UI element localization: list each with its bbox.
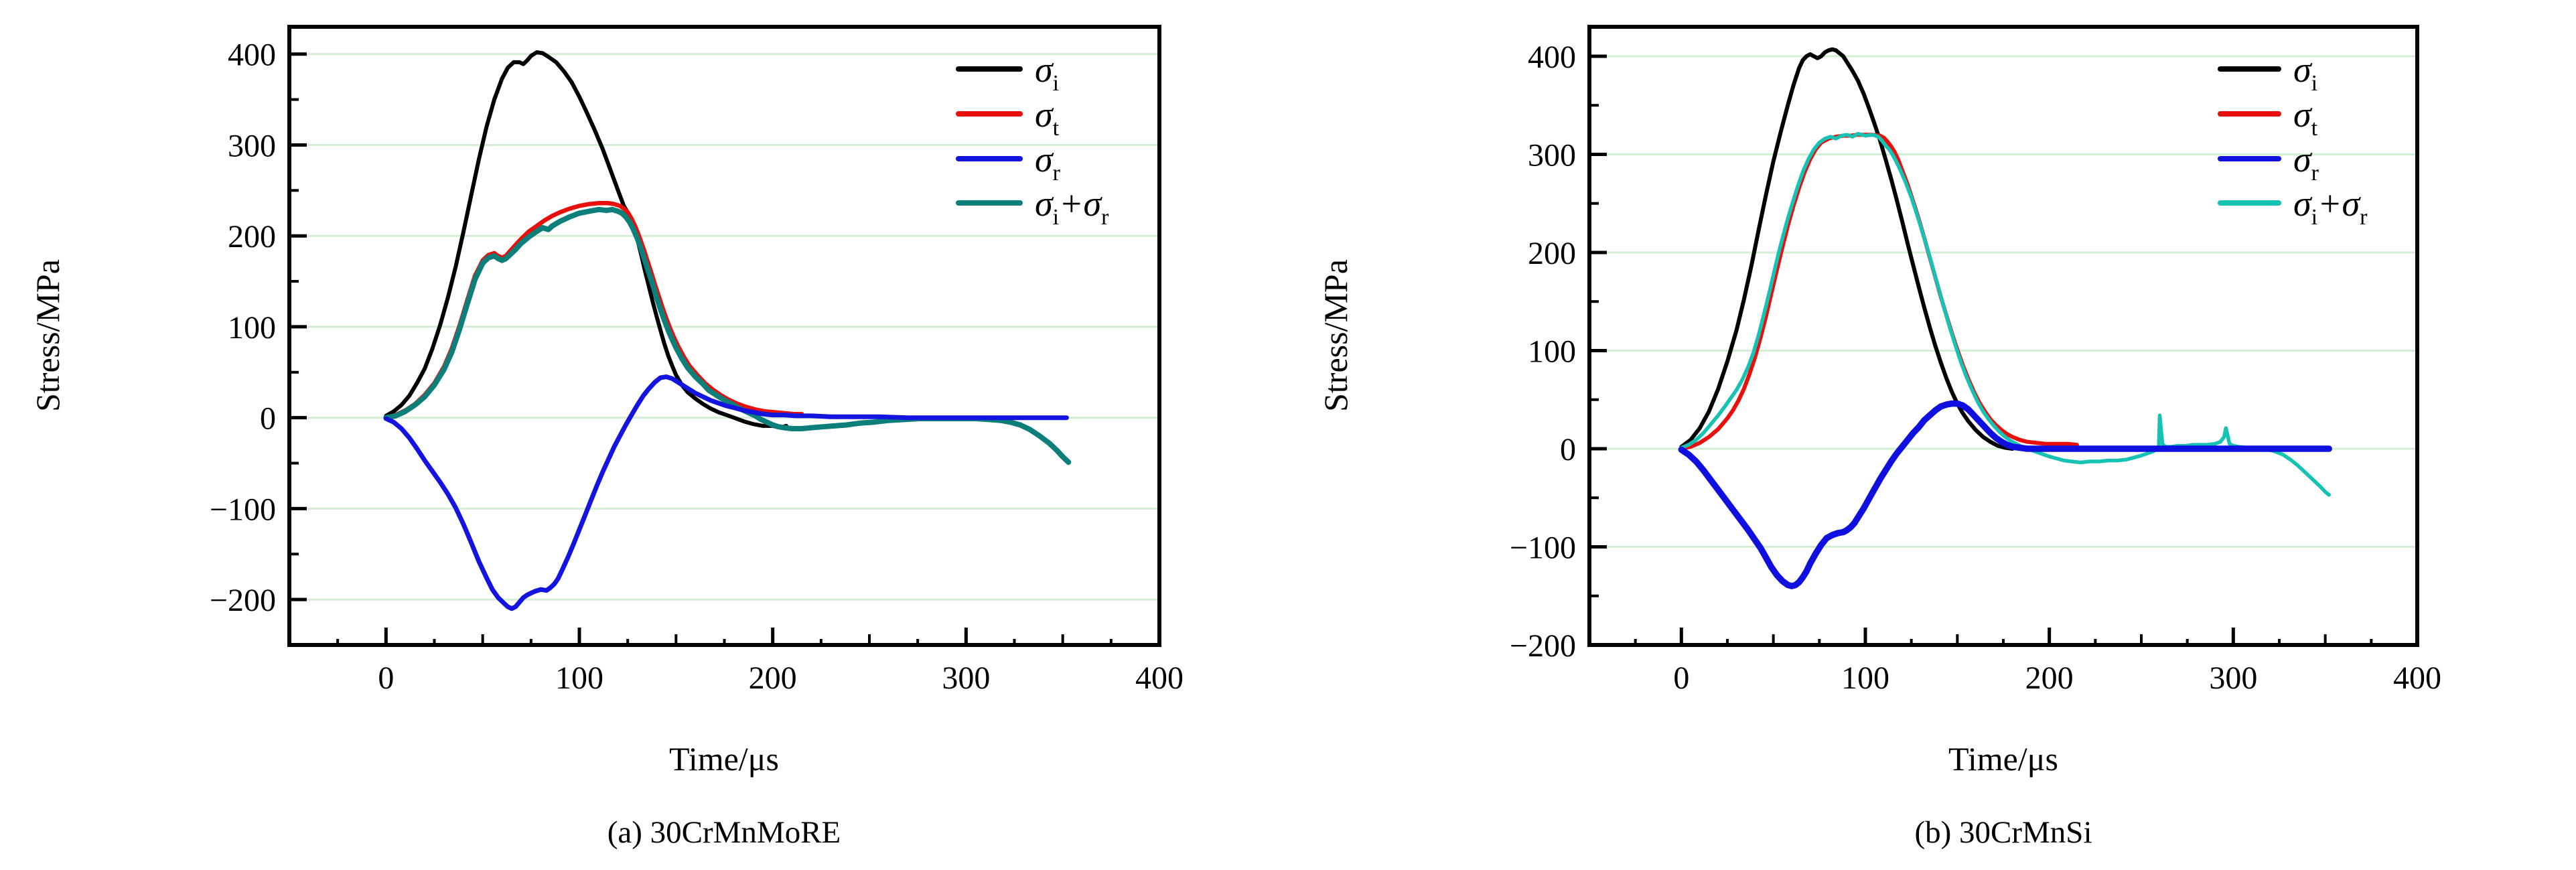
y-tick-label: 200 bbox=[228, 219, 276, 255]
plot-area-a: 0 100 200 300 400 400 300 200 100 0 −100 −200 σiσtσr… bbox=[210, 25, 1184, 696]
series-sigma_i-line bbox=[384, 50, 788, 430]
y-tick-label: 300 bbox=[228, 128, 276, 163]
y-tick-label: 200 bbox=[1528, 236, 1576, 271]
legend-item-0-0: σi bbox=[956, 50, 1059, 96]
y-tick-label: −100 bbox=[1510, 530, 1576, 565]
panel-b: 0 100 200 300 400 400 300 200 100 0 −100 −200 σi σt σr… bbox=[1288, 0, 2576, 870]
caption-b: (b) 30CrMnSi bbox=[1914, 815, 2092, 850]
plot-frame bbox=[1587, 25, 2419, 647]
x-tick-label: 400 bbox=[1135, 660, 1184, 696]
legend-item-0-1: σt bbox=[956, 94, 1060, 141]
legend-label: σt bbox=[1035, 94, 1060, 141]
legend-label: σr bbox=[2293, 139, 2319, 186]
legend-item-1-2: σr bbox=[2218, 139, 2319, 186]
legend-item-1-1: σt bbox=[2218, 94, 2318, 141]
x-tick-label: 300 bbox=[2209, 660, 2257, 696]
x-tick-label: 200 bbox=[2025, 660, 2074, 696]
x-tick-label: 400 bbox=[2393, 660, 2441, 696]
series-sigma_r-line bbox=[383, 374, 1069, 611]
legend-label: σi bbox=[1035, 50, 1059, 96]
y-tick-label: −100 bbox=[210, 492, 276, 527]
x-tick-label: 100 bbox=[555, 660, 603, 696]
legend-label: σi+σr bbox=[2293, 184, 2368, 230]
x-tick-label: 0 bbox=[1673, 660, 1689, 696]
series-sigma_i_plus_sigma_r-line bbox=[1679, 131, 2331, 497]
x-axis-title-a: Time/μs bbox=[669, 740, 779, 778]
plot-area-b: 0 100 200 300 400 400 300 200 100 0 −100 −200 σiσtσr… bbox=[1510, 25, 2441, 696]
y-tick-label: 100 bbox=[228, 310, 276, 346]
x-axis-title-b: Time/μs bbox=[1948, 740, 2058, 778]
panel-a: 0 100 200 300 400 400 300 200 100 0 −100 −200 σi σt σr… bbox=[29, 25, 1184, 850]
x-tick-label: 300 bbox=[942, 660, 990, 696]
x-tick-label: 200 bbox=[749, 660, 797, 696]
y-tick-label: 300 bbox=[1528, 137, 1576, 173]
series-sigma_t-line bbox=[1679, 133, 2079, 451]
caption-a: (a) 30CrMnMoRE bbox=[607, 815, 841, 850]
series-sigma_i-line bbox=[1679, 47, 2015, 451]
y-axis-title-b: Stress/MPa bbox=[1317, 259, 1354, 412]
legend-label: σi+σr bbox=[1035, 184, 1109, 230]
y-tick-label: −200 bbox=[210, 583, 276, 618]
series-sigma_r-line bbox=[1678, 400, 2332, 589]
chart-b-canvas: 0 100 200 300 400 400 300 200 100 0 −100 −200 σiσtσr… bbox=[1317, 25, 2441, 850]
y-axis-title-a: Stress/MPa bbox=[29, 259, 66, 412]
y-tick-label: 400 bbox=[1528, 40, 1576, 75]
legend-item-0-3: σi+σr bbox=[956, 184, 1109, 230]
legend-label: σt bbox=[2293, 94, 2318, 141]
plot-frame bbox=[287, 25, 1161, 647]
x-tick-label: 0 bbox=[378, 660, 394, 696]
legend-item-1-0: σi bbox=[2218, 50, 2317, 96]
series-sigma_i_plus_sigma_r-line bbox=[383, 206, 1072, 465]
legend-label: σr bbox=[1035, 139, 1061, 186]
y-tick-label: 0 bbox=[1560, 432, 1576, 467]
y-tick-label: 100 bbox=[1528, 334, 1576, 369]
y-tick-label: 400 bbox=[228, 38, 276, 73]
y-tick-label: −200 bbox=[1510, 628, 1576, 664]
y-tick-label: 0 bbox=[260, 401, 276, 437]
legend-item-0-2: σr bbox=[956, 139, 1061, 186]
x-tick-label: 100 bbox=[1841, 660, 1889, 696]
legend-item-1-3: σi+σr bbox=[2218, 184, 2368, 230]
legend-label: σi bbox=[2293, 50, 2317, 96]
chart-a-canvas: 0 100 200 300 400 400 300 200 100 0 −100 −200 σiσtσr… bbox=[29, 25, 1184, 850]
